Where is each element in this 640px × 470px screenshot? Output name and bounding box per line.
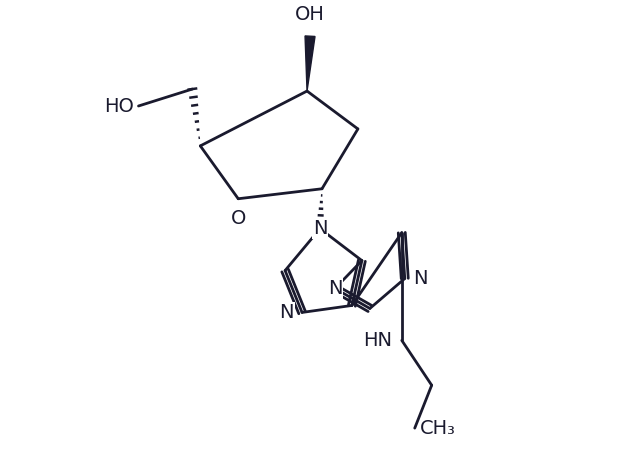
Text: N: N — [328, 279, 342, 298]
Text: N: N — [313, 219, 327, 238]
Text: CH₃: CH₃ — [420, 419, 456, 438]
Text: N: N — [280, 303, 294, 322]
Text: HN: HN — [363, 331, 392, 350]
Polygon shape — [305, 36, 315, 91]
Text: O: O — [230, 209, 246, 228]
Text: OH: OH — [295, 5, 325, 24]
Text: N: N — [413, 269, 428, 288]
Text: HO: HO — [104, 96, 134, 116]
